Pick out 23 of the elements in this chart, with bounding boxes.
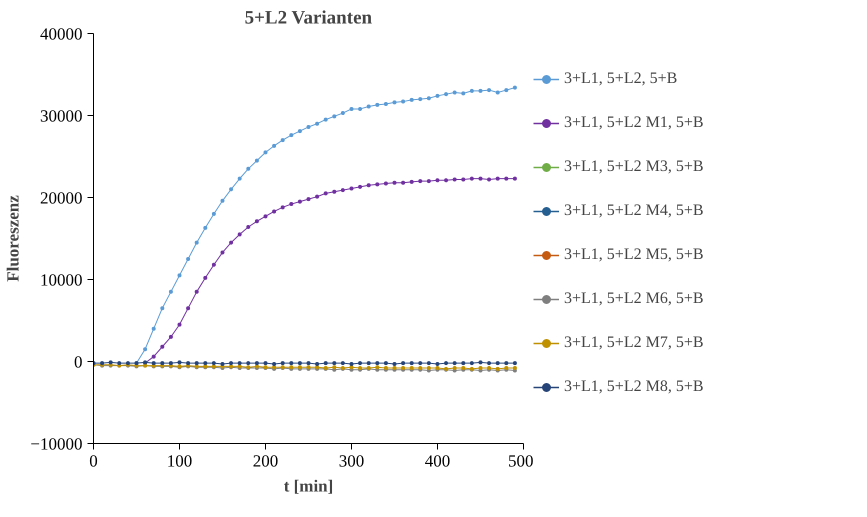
legend-label: 3+L1, 5+L2, 5+B	[564, 70, 678, 88]
x-tick-label: 500	[508, 452, 534, 470]
chart-title: 5+L2 Varianten	[244, 8, 373, 28]
y-tick-label: 0	[74, 352, 82, 372]
legend-label: 3+L1, 5+L2 M8, 5+B	[564, 378, 704, 396]
legend-label: 3+L1, 5+L2 M4, 5+B	[564, 202, 704, 220]
y-axis-title: Fluoreszenz	[3, 194, 22, 282]
x-axis-title: t [min]	[284, 476, 334, 496]
legend-label: 3+L1, 5+L2 M7, 5+B	[564, 334, 704, 352]
x-tick-label: 400	[424, 452, 450, 470]
x-tick-label: 0	[89, 452, 98, 470]
x-tick-label: 100	[166, 452, 192, 470]
y-tick-label: −10000	[30, 434, 83, 454]
legend-label: 3+L1, 5+L2 M1, 5+B	[564, 114, 704, 132]
legend-label: 3+L1, 5+L2 M5, 5+B	[564, 246, 704, 264]
legend-label: 3+L1, 5+L2 M3, 5+B	[564, 158, 704, 176]
y-tick-label: 40000	[40, 24, 82, 44]
x-tick-label: 300	[338, 452, 364, 470]
y-tick-label: 20000	[40, 188, 82, 208]
legend-label: 3+L1, 5+L2 M6, 5+B	[564, 290, 704, 308]
y-tick-label: 30000	[40, 106, 82, 126]
x-tick-label: 200	[252, 452, 278, 470]
y-tick-label: 10000	[40, 270, 82, 290]
